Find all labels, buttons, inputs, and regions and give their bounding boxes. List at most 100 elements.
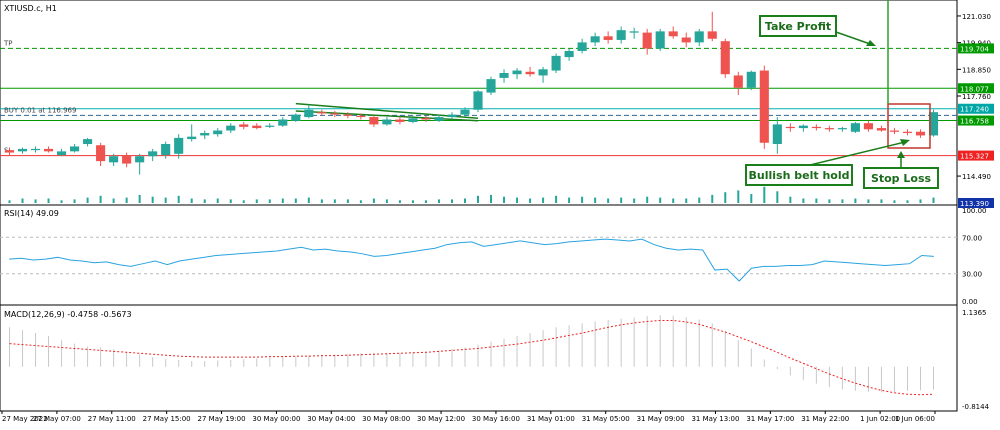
candle[interactable] (369, 115, 379, 127)
candle-body (798, 125, 808, 129)
candle[interactable] (837, 126, 847, 132)
candle[interactable] (421, 115, 431, 122)
time-tick-label: 30 May 12:00 (417, 415, 465, 423)
candle[interactable] (811, 124, 821, 131)
candle-body (187, 136, 197, 140)
candle[interactable] (122, 152, 132, 168)
candle[interactable] (551, 53, 561, 73)
candle-body (30, 148, 41, 151)
rsi-tick-label: 100.00 (962, 207, 987, 215)
candle[interactable] (902, 129, 913, 136)
price-badges: 119.704 118.077 117.240 116.758 115.327 113.3… (958, 43, 994, 208)
candle[interactable] (226, 123, 236, 133)
candle[interactable] (850, 121, 860, 133)
candle[interactable] (17, 147, 28, 154)
candle[interactable] (928, 109, 939, 137)
candle[interactable] (863, 120, 873, 132)
candle[interactable] (278, 117, 288, 127)
macd-tick-label: 1.1365 (962, 309, 987, 317)
rsi-panel-frame (0, 204, 958, 306)
candle-body (96, 145, 106, 162)
time-tick-label: 30 May 00:00 (252, 415, 300, 423)
price-badge-text: 113.390 (960, 200, 989, 208)
candle[interactable] (876, 125, 886, 132)
candle[interactable] (395, 117, 405, 125)
candle[interactable] (577, 38, 587, 54)
candle[interactable] (382, 117, 392, 126)
candle[interactable] (57, 148, 67, 157)
candle-body (889, 130, 900, 132)
candle[interactable] (590, 32, 600, 47)
candle[interactable] (317, 109, 327, 116)
candle[interactable] (564, 48, 574, 61)
candle[interactable] (148, 148, 158, 162)
candle[interactable] (4, 147, 15, 156)
price-badge-bg (958, 103, 994, 114)
candle[interactable] (759, 65, 769, 149)
candle[interactable] (915, 129, 926, 138)
candle[interactable] (304, 104, 314, 119)
candle[interactable] (616, 26, 626, 44)
candle[interactable] (460, 107, 470, 118)
candle[interactable] (70, 143, 80, 153)
price-tick-label: 121.030 (962, 13, 991, 21)
candle[interactable] (499, 69, 509, 83)
candle[interactable] (746, 70, 756, 91)
candle-body (642, 32, 652, 49)
candle[interactable] (681, 32, 691, 48)
candle[interactable] (525, 66, 535, 77)
candle[interactable] (824, 125, 834, 132)
macd-panel[interactable]: MACD(12,26,9) -0.4758 -0.5673 1.1365 -0.8… (0, 304, 990, 412)
candle[interactable] (434, 114, 444, 122)
candle[interactable] (642, 28, 652, 55)
candle[interactable] (655, 28, 665, 51)
candle[interactable] (291, 113, 301, 122)
candle-body (837, 128, 847, 130)
candle[interactable] (668, 26, 678, 39)
candle[interactable] (96, 142, 106, 167)
candle-body (434, 117, 444, 121)
candle[interactable] (603, 31, 613, 44)
candles[interactable] (4, 11, 939, 175)
candle[interactable] (213, 128, 223, 137)
candle[interactable] (408, 115, 418, 124)
candle[interactable] (798, 124, 808, 132)
candle-body (863, 123, 873, 130)
candle[interactable] (343, 112, 353, 119)
candle-body (785, 126, 795, 129)
candle[interactable] (512, 68, 522, 80)
candle[interactable] (473, 90, 483, 113)
candle[interactable] (733, 71, 743, 96)
take-profit-callout: Take Profit (759, 15, 876, 46)
candle[interactable] (720, 38, 730, 78)
candle[interactable] (356, 113, 366, 120)
candle[interactable] (330, 110, 340, 118)
price-badge: 118.077 (958, 83, 994, 94)
candle[interactable] (174, 134, 184, 159)
candle[interactable] (447, 112, 457, 120)
candle[interactable] (43, 146, 54, 153)
rsi-panel[interactable]: RSI(14) 49.09 100.00 70.00 30.00 0.00 (0, 204, 987, 306)
candle[interactable] (785, 123, 795, 132)
candle[interactable] (109, 153, 119, 167)
candle[interactable] (200, 130, 210, 140)
candle[interactable] (239, 121, 249, 130)
candle[interactable] (83, 137, 93, 147)
candle[interactable] (265, 123, 275, 129)
price-badge-text: 115.327 (960, 153, 989, 161)
candle[interactable] (252, 123, 262, 130)
candle[interactable] (135, 153, 145, 175)
candle[interactable] (629, 27, 639, 39)
candle[interactable] (486, 76, 496, 96)
candle[interactable] (694, 28, 704, 47)
candle[interactable] (772, 117, 782, 154)
candle-body (57, 151, 67, 156)
candle[interactable] (161, 141, 171, 159)
candle[interactable] (889, 128, 900, 135)
candle[interactable] (707, 11, 717, 42)
candle[interactable] (187, 124, 197, 142)
candle[interactable] (538, 66, 548, 83)
candle[interactable] (30, 146, 41, 153)
